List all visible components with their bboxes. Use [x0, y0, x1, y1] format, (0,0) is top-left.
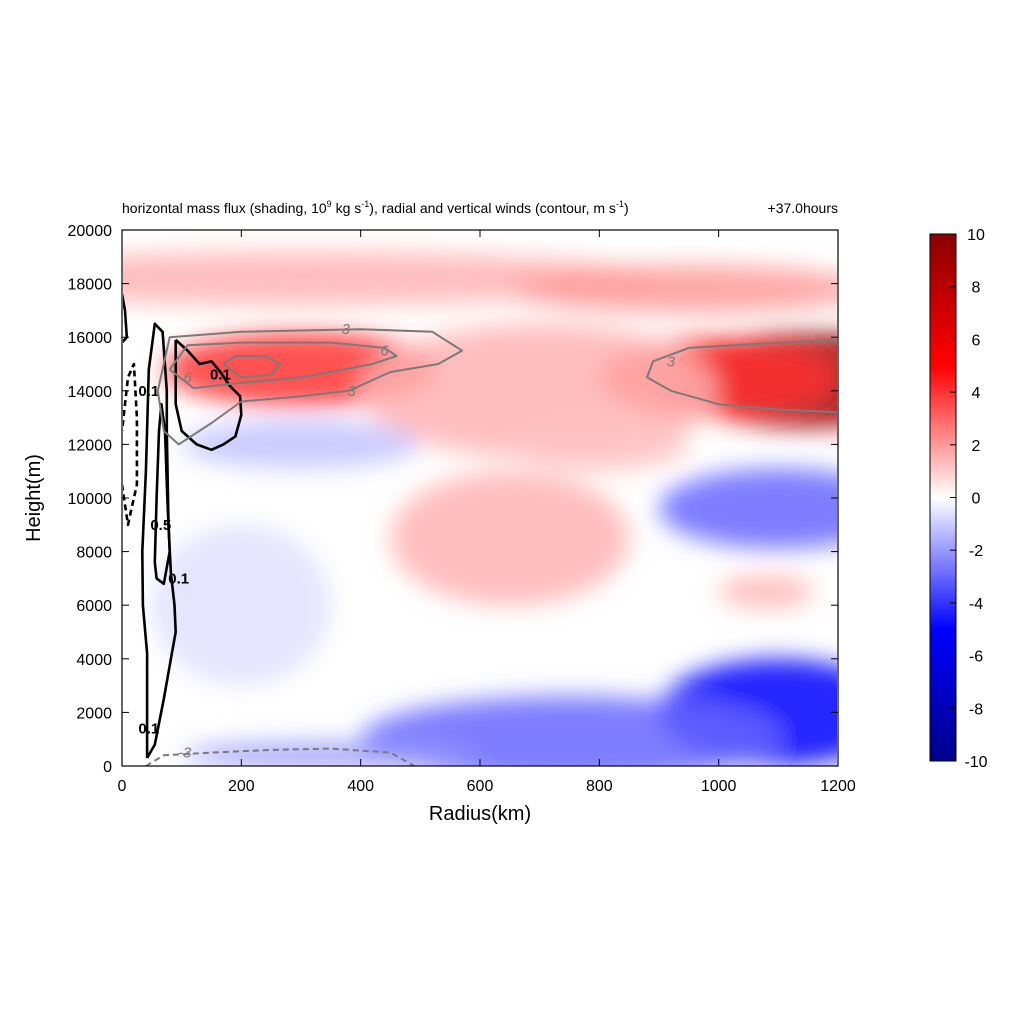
shading-blob	[151, 524, 331, 686]
y-tick-label: 16000	[68, 330, 113, 347]
shading-layer	[123, 251, 837, 766]
y-tick-label: 12000	[68, 437, 113, 454]
colorbar-tick-label: 10	[967, 227, 985, 244]
x-tick-label: 200	[228, 778, 255, 795]
title-superscript-2: -1	[361, 199, 369, 209]
contour-line	[123, 294, 129, 344]
contour-line	[145, 747, 415, 766]
shading-blob	[181, 741, 480, 766]
chart-title: horizontal mass flux (shading, 109 kg s-…	[122, 199, 629, 216]
contour-label: 6	[183, 369, 192, 386]
y-tick-label: 20000	[68, 223, 113, 240]
contour-label: 0.1	[138, 720, 159, 737]
x-tick-label: 1200	[820, 778, 856, 795]
shading-blob	[360, 696, 779, 766]
contour-label: 6	[380, 343, 389, 360]
colorbar-ticks: 10 8 6 4 2 0 -2 -4 -6 -8 -10	[950, 227, 988, 771]
shading-blob	[390, 471, 630, 606]
contour-label: -3	[178, 745, 192, 762]
contour-label: 3	[667, 353, 676, 370]
colorbar-tick-label: -6	[969, 649, 983, 666]
y-tick-label: 4000	[76, 652, 112, 669]
contour-line	[174, 338, 243, 452]
shading-blob	[659, 468, 837, 549]
y-tick-label: 18000	[68, 277, 113, 294]
title-part-3: ), radial and vertical winds (contour, m…	[369, 200, 616, 216]
colorbar-tick-label: 0	[972, 491, 981, 508]
x-tick-label: 1000	[701, 778, 737, 795]
title-superscript-3: -1	[616, 199, 624, 209]
contour-label: 3	[348, 383, 357, 400]
time-label: +37.0hours	[768, 200, 838, 216]
shading-blob	[718, 575, 815, 608]
y-tick-label: 0	[103, 759, 112, 776]
contour-line	[153, 402, 171, 586]
colorbar-tick-label: -8	[969, 701, 983, 718]
colorbar-tick-label: 2	[972, 438, 981, 455]
x-tick-label: 0	[118, 778, 127, 795]
colorbar-tick-label: -10	[964, 754, 987, 771]
colorbar-tick-label: 6	[972, 332, 981, 349]
title-superscript-1: 9	[327, 199, 332, 209]
contour-label: 0.1	[210, 367, 231, 384]
x-axis-ticks: 0 200 400 600 800 1000 1200	[118, 230, 856, 795]
colorbar-tick-label: 4	[972, 385, 981, 402]
y-tick-label: 6000	[76, 598, 112, 615]
contour-layer: 0.1 0.1 0.1 0.5 0.1 3 3 6 6 3 -3	[123, 294, 837, 766]
x-axis-label: Radius(km)	[429, 803, 531, 825]
contour-label: 0.5	[150, 517, 171, 534]
shading-blob	[509, 417, 689, 472]
contour-label: 0.1	[138, 383, 159, 400]
shading-blob	[509, 264, 837, 314]
title-part-4: )	[624, 200, 629, 216]
x-tick-label: 600	[467, 778, 494, 795]
y-tick-label: 14000	[68, 384, 113, 401]
colorbar-tick-label: -4	[969, 596, 983, 613]
title-part-2: kg s	[332, 200, 362, 216]
y-axis-label: Height(m)	[23, 454, 45, 542]
contour-line	[156, 328, 464, 446]
x-tick-label: 400	[347, 778, 374, 795]
colorbar-tick-label: -2	[969, 543, 983, 560]
plot-area: 0.1 0.1 0.1 0.5 0.1 3 3 6 6 3 -3	[123, 231, 837, 766]
contour-line	[222, 355, 282, 379]
contour-line	[141, 322, 177, 759]
contour-label: 0.1	[168, 570, 189, 587]
y-axis-ticks: 0 2000 4000 6000 8000 10000 12000 14000 16000 180…	[68, 223, 838, 776]
title-part-1: horizontal mass flux (shading, 10	[122, 200, 327, 216]
contour-label: 3	[342, 321, 351, 338]
x-tick-label: 800	[586, 778, 613, 795]
y-tick-label: 2000	[76, 705, 112, 722]
contour-line	[646, 338, 837, 414]
colorbar-tick-label: 8	[972, 280, 981, 297]
shading-blob	[181, 420, 421, 469]
contour-line	[123, 362, 139, 527]
contour-line	[168, 341, 398, 390]
y-tick-label: 10000	[68, 491, 113, 508]
y-tick-label: 8000	[76, 545, 112, 562]
